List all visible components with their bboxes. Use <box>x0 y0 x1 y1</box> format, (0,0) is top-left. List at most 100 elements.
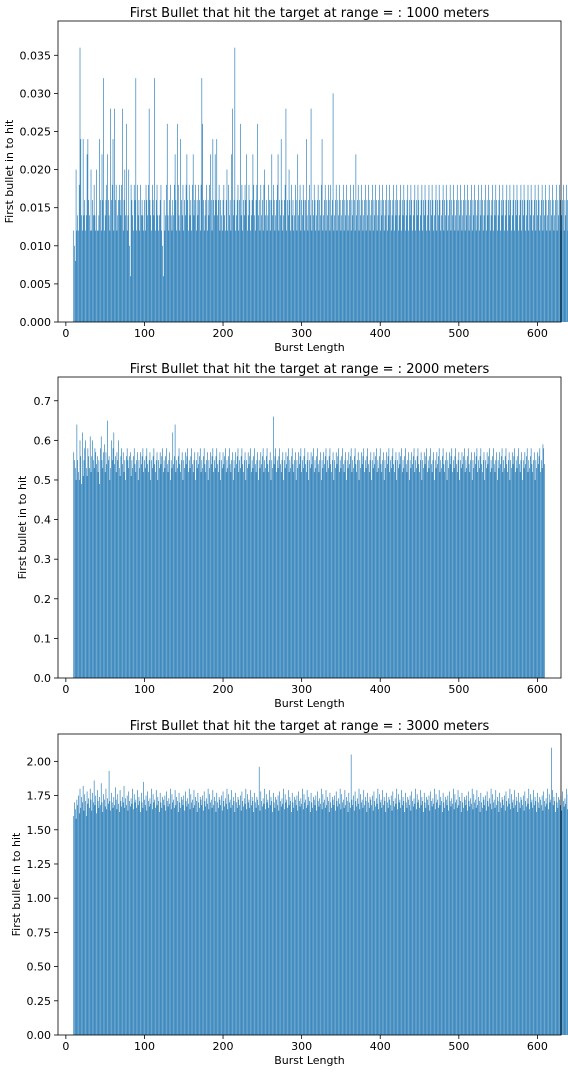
bar <box>389 184 390 322</box>
bar <box>151 230 152 322</box>
bar <box>505 791 507 1035</box>
bar <box>89 788 91 1035</box>
bar <box>233 460 235 678</box>
bar <box>295 799 296 1035</box>
bar <box>491 200 493 322</box>
bar <box>317 791 318 1035</box>
bar <box>532 807 534 1035</box>
bar <box>481 184 482 322</box>
bar <box>163 276 164 322</box>
bar <box>360 794 361 1035</box>
bar <box>290 468 291 678</box>
bar <box>419 230 420 322</box>
bar <box>453 200 455 322</box>
bar <box>388 796 390 1035</box>
bar <box>187 798 188 1035</box>
bar <box>508 460 509 678</box>
bar <box>394 460 396 678</box>
bar <box>379 456 380 678</box>
bar <box>523 184 525 322</box>
bar <box>174 424 176 678</box>
bar <box>322 230 324 322</box>
bar <box>434 788 435 1035</box>
bar <box>117 215 119 322</box>
bar <box>279 448 280 678</box>
bar <box>548 794 550 1035</box>
bar <box>475 799 476 1035</box>
bar <box>284 184 286 322</box>
bar <box>464 472 466 678</box>
bar <box>112 807 114 1035</box>
bar <box>501 796 503 1035</box>
bar <box>454 794 456 1035</box>
bar <box>265 809 266 1035</box>
bar <box>123 785 125 1035</box>
bar <box>521 452 523 678</box>
bar <box>138 200 140 322</box>
bar <box>191 230 192 322</box>
bar <box>334 460 335 678</box>
bar <box>232 796 234 1035</box>
bar <box>331 807 332 1035</box>
bar <box>450 230 452 322</box>
bar <box>145 184 147 322</box>
bar <box>545 798 547 1035</box>
bar <box>356 472 357 678</box>
bar <box>123 200 125 322</box>
bar <box>394 472 395 678</box>
bar <box>346 479 347 678</box>
bar <box>528 230 530 322</box>
x-tick-label: 0 <box>62 683 69 696</box>
y-tick-label: 0.035 <box>20 49 52 62</box>
x-tick-label: 500 <box>448 683 469 696</box>
bar <box>284 460 285 678</box>
bar <box>144 460 145 678</box>
bar <box>458 200 460 322</box>
bar <box>206 184 207 322</box>
bar <box>219 452 221 678</box>
bar <box>83 810 85 1035</box>
bar <box>565 215 567 322</box>
bar <box>212 448 214 678</box>
bar <box>338 448 339 678</box>
bar <box>344 200 346 322</box>
bar <box>298 200 300 322</box>
bar <box>472 200 474 322</box>
bar <box>212 790 214 1035</box>
bar <box>413 448 415 678</box>
bar <box>408 452 409 678</box>
bar <box>494 472 496 678</box>
bar <box>319 200 321 322</box>
bar <box>487 464 489 678</box>
bar <box>396 479 398 678</box>
bar <box>423 452 425 678</box>
bar <box>288 805 290 1035</box>
bar <box>133 184 135 322</box>
bar <box>500 807 502 1035</box>
x-tick-label: 300 <box>291 683 312 696</box>
bar <box>346 796 347 1035</box>
bar <box>107 154 108 322</box>
y-axis-label: First bullet in to hit <box>10 832 23 936</box>
bar <box>389 472 390 678</box>
bar <box>383 452 384 678</box>
bar <box>342 799 344 1035</box>
bar <box>512 799 514 1035</box>
bar <box>385 200 387 322</box>
bar <box>440 460 442 678</box>
bar <box>211 807 213 1035</box>
bar <box>194 452 196 678</box>
bar <box>111 184 113 322</box>
bar <box>172 200 174 322</box>
bar <box>339 200 341 322</box>
bar <box>92 440 93 678</box>
bar <box>270 479 272 678</box>
bar <box>243 215 245 322</box>
bar <box>550 200 552 322</box>
y-tick-label: 0.6 <box>34 434 52 447</box>
bar <box>311 230 313 322</box>
bar <box>444 807 445 1035</box>
bar <box>328 468 329 678</box>
bar <box>320 452 321 678</box>
bar <box>149 200 151 322</box>
